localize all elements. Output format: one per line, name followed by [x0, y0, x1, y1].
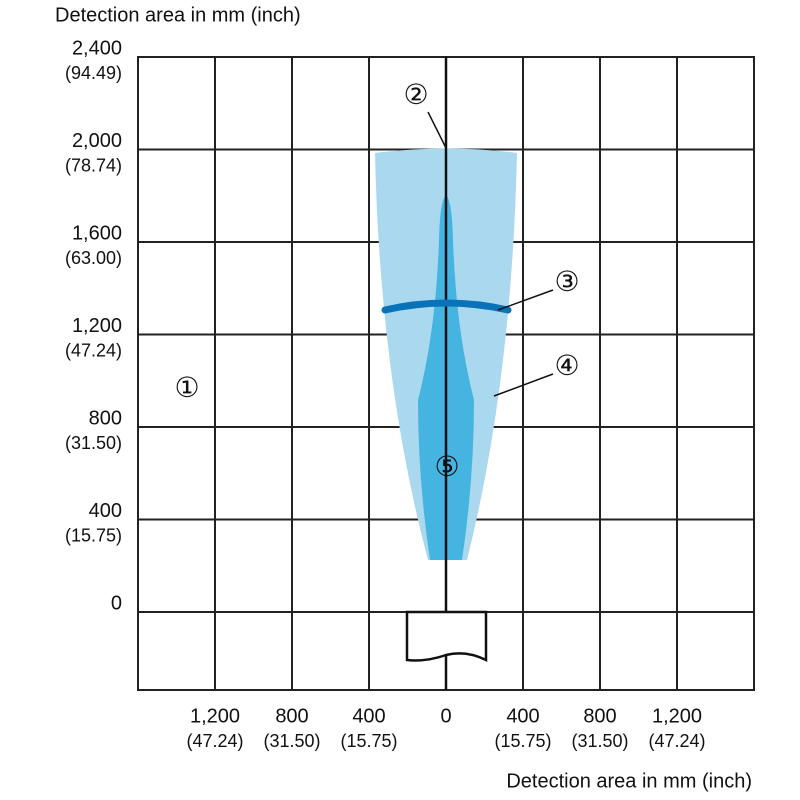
y-tick-label: 0	[111, 592, 122, 614]
detection-band	[381, 299, 512, 314]
x-tick-sublabel: (47.24)	[648, 731, 705, 751]
y-tick-sublabel: (47.24)	[65, 340, 122, 360]
x-tick-label: 800	[275, 705, 308, 727]
x-tick-label: 400	[506, 705, 539, 727]
y-tick-label: 2,400	[72, 37, 122, 59]
x-axis-title: Detection area in mm (inch)	[506, 770, 752, 792]
callout: ③	[554, 265, 579, 298]
x-tick-label: 400	[352, 705, 385, 727]
y-tick-sublabel: (31.50)	[65, 433, 122, 453]
y-tick-sublabel: (63.00)	[65, 248, 122, 268]
y-tick-label: 400	[89, 500, 122, 522]
x-tick-label: 0	[440, 705, 451, 727]
x-tick-label: 800	[583, 705, 616, 727]
sensor	[405, 610, 488, 663]
callout: ④	[554, 349, 579, 382]
y-tick-label: 1,600	[72, 222, 122, 244]
callout: ⑤	[434, 450, 459, 483]
x-tick-sublabel: (31.50)	[263, 731, 320, 751]
y-tick-sublabel: (15.75)	[65, 525, 122, 545]
callout: ②	[403, 78, 428, 111]
x-tick-label: 1,200	[190, 705, 240, 727]
y-tick-label: 1,200	[72, 315, 122, 337]
x-tick-sublabel: (47.24)	[186, 731, 243, 751]
y-tick-sublabel: (94.49)	[65, 63, 122, 83]
y-tick-label: 2,000	[72, 130, 122, 152]
callout: ①	[174, 371, 199, 404]
x-tick-sublabel: (15.75)	[494, 731, 551, 751]
x-tick-sublabel: (31.50)	[571, 731, 628, 751]
y-tick-sublabel: (78.74)	[65, 155, 122, 175]
x-tick-sublabel: (15.75)	[340, 731, 397, 751]
y-axis-title: Detection area in mm (inch)	[55, 4, 301, 26]
leader-lines	[427, 111, 554, 397]
y-tick-label: 800	[89, 407, 122, 429]
x-tick-label: 1,200	[652, 705, 702, 727]
